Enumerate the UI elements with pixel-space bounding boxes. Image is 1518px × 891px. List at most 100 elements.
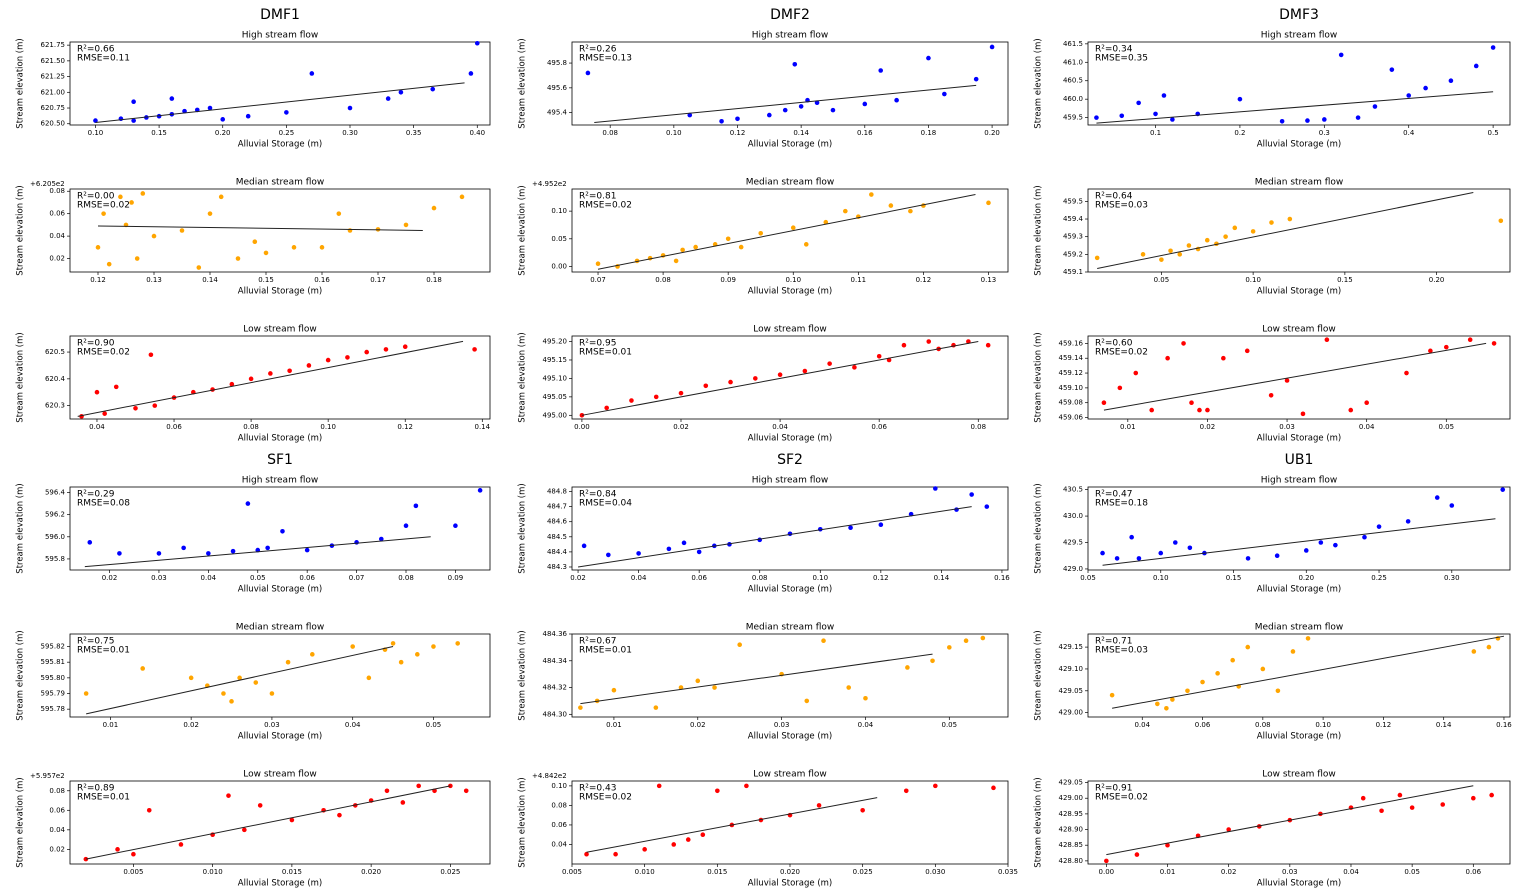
point: [581, 543, 587, 549]
point: [1094, 255, 1100, 261]
point: [753, 376, 758, 381]
point: [1364, 400, 1369, 405]
y-tick-label: 484.5: [547, 533, 567, 541]
point: [375, 227, 381, 232]
x-tick-label: 0.15: [1226, 574, 1242, 582]
point: [140, 666, 145, 671]
point: [737, 642, 742, 648]
point: [1362, 534, 1367, 540]
point: [685, 837, 691, 842]
y-tick-label: 0.10: [551, 782, 567, 790]
axes-frame: [1087, 335, 1511, 420]
point: [1423, 85, 1428, 91]
x-tick-label: 0.025: [440, 868, 460, 876]
x-tick-label: 0.14: [202, 276, 218, 284]
point: [345, 355, 350, 360]
point: [1268, 392, 1274, 398]
point: [1486, 644, 1492, 650]
point: [229, 699, 234, 704]
point: [403, 523, 409, 529]
point: [846, 685, 851, 690]
point: [304, 547, 310, 553]
y-tick-label: 459.2: [1063, 250, 1083, 258]
x-tick-label: 0.12: [90, 276, 106, 284]
point: [1215, 671, 1220, 676]
point: [448, 783, 453, 789]
y-tick-label: 596.0: [45, 533, 65, 541]
point: [146, 807, 152, 813]
point: [814, 100, 820, 106]
point: [636, 551, 641, 556]
y-axis-label: Stream elevation (m): [518, 332, 528, 422]
point: [413, 503, 419, 509]
y-tick-label: 0.08: [551, 801, 567, 809]
rmse-annotation: RMSE=0.13: [579, 54, 632, 64]
point: [1223, 234, 1228, 239]
y-tick-label: 621.00: [41, 88, 66, 96]
x-tick-label: 0.15: [151, 129, 167, 137]
point: [390, 641, 396, 646]
point: [235, 256, 241, 261]
x-tick-label: 0.18: [426, 276, 442, 284]
y-tick-label: 0.02: [49, 845, 65, 853]
y-tick-label: 595.80: [41, 674, 66, 682]
point: [642, 847, 647, 852]
point: [1467, 337, 1473, 343]
x-tick-label: 0.08: [398, 574, 414, 582]
x-tick-label: 0.005: [562, 868, 582, 876]
point: [257, 803, 263, 808]
y-tick-label: 459.12: [1059, 369, 1084, 377]
y-tick-label: 620.5: [45, 348, 65, 356]
figure-title: UB1: [1285, 452, 1314, 468]
y-tick-label: 428.80: [1059, 857, 1084, 865]
y-tick-label: 495.4: [547, 109, 568, 117]
point: [463, 788, 469, 794]
point: [253, 680, 259, 685]
point: [1140, 252, 1146, 257]
y-tick-label: 0.04: [49, 826, 65, 834]
r2-annotation: R²=0.81: [579, 192, 616, 202]
point: [1168, 248, 1173, 254]
point: [385, 96, 391, 101]
point: [1177, 252, 1183, 257]
y-tick-label: 0.04: [49, 232, 65, 240]
x-tick-label: 0.15: [1337, 276, 1353, 284]
y-tick-label: 484.4: [547, 548, 568, 556]
point: [989, 44, 995, 50]
x-tick-label: 0.11: [851, 276, 867, 284]
y-tick-label: 484.36: [543, 630, 568, 638]
point: [1449, 503, 1455, 508]
figure-title: DMF2: [770, 7, 810, 23]
point: [933, 486, 938, 491]
point: [1136, 100, 1141, 106]
subplot-title: High stream flow: [752, 476, 828, 486]
point: [245, 501, 251, 506]
x-tick-label: 0.20: [1298, 574, 1314, 582]
point: [678, 685, 684, 690]
point: [309, 71, 315, 76]
point: [901, 342, 907, 348]
x-tick-label: 0.4: [1403, 129, 1415, 137]
x-axis-label: Alluvial Storage (m): [748, 732, 832, 742]
x-axis-label: Alluvial Storage (m): [748, 585, 832, 595]
x-tick-label: 0.05: [942, 721, 958, 729]
x-tick-label: 0.20: [215, 129, 231, 137]
point: [1134, 852, 1140, 857]
point: [903, 788, 909, 794]
y-tick-label: 0.10: [551, 207, 567, 215]
x-tick-label: 0.10: [88, 129, 104, 137]
point: [1104, 858, 1109, 864]
y-axis-label: Stream elevation (m): [518, 483, 528, 573]
x-tick-label: 0.10: [812, 574, 828, 582]
y-tick-label: 495.10: [543, 374, 568, 382]
x-tick-label: 0.08: [602, 129, 618, 137]
point: [980, 635, 986, 641]
x-tick-label: 0.09: [448, 574, 464, 582]
point: [364, 349, 369, 355]
subplot-title: Median stream flow: [236, 178, 325, 188]
x-tick-label: 0.04: [772, 423, 788, 431]
x-tick-label: 0.02: [570, 574, 586, 582]
x-axis-label: Alluvial Storage (m): [238, 434, 322, 444]
subplot-title: Low stream flow: [243, 325, 317, 335]
y-tick-label: 595.81: [41, 658, 66, 666]
